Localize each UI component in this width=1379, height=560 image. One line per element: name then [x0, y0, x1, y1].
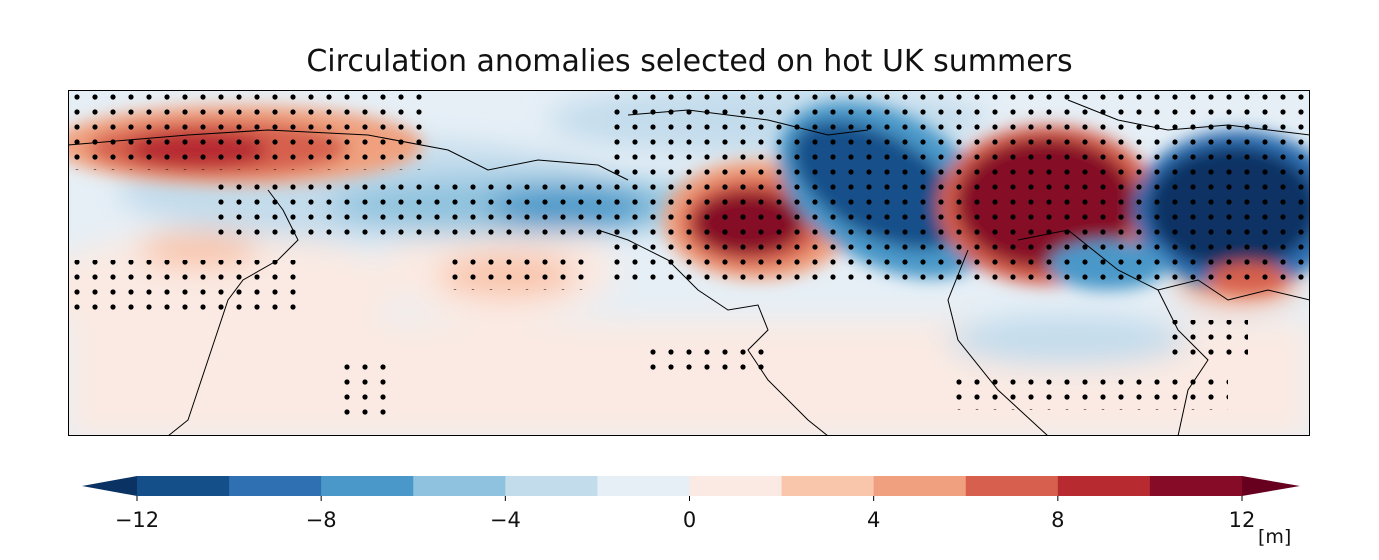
colorbar-units: [m]	[1258, 526, 1292, 548]
colorbar-segment	[321, 476, 414, 496]
colorbar-segment	[873, 476, 967, 496]
colorbar-segment	[1149, 476, 1243, 496]
colorbar-tick-label: −8	[305, 508, 337, 532]
colorbar-tick-label: −12	[114, 508, 160, 532]
coastlines	[68, 99, 1310, 436]
figure-title: Circulation anomalies selected on hot UK…	[306, 44, 1073, 79]
colorbar-tick-label: 12	[1228, 508, 1256, 532]
colorbar-segment	[413, 476, 506, 496]
colorbar-tick-label: −4	[489, 508, 521, 532]
stippling	[68, 90, 1308, 420]
colorbar-segment	[137, 476, 230, 496]
colorbar-segment	[505, 476, 598, 496]
colorbar	[82, 476, 1300, 501]
colorbar-tick-label: 0	[682, 508, 697, 532]
colorbar-segment	[689, 476, 783, 496]
colorbar-extend-high	[1242, 476, 1300, 496]
anomaly-map	[68, 90, 1310, 436]
map-frame	[68, 90, 1310, 436]
colorbar-segment	[1057, 476, 1151, 496]
colorbar-segment	[781, 476, 875, 496]
colorbar-tick-label: 4	[866, 508, 881, 532]
colorbar-segment	[597, 476, 690, 496]
colorbar-segment	[965, 476, 1059, 496]
colorbar-tick-label: 8	[1051, 508, 1065, 532]
colorbar-segment	[229, 476, 322, 496]
colorbar-extend-low	[82, 476, 137, 496]
